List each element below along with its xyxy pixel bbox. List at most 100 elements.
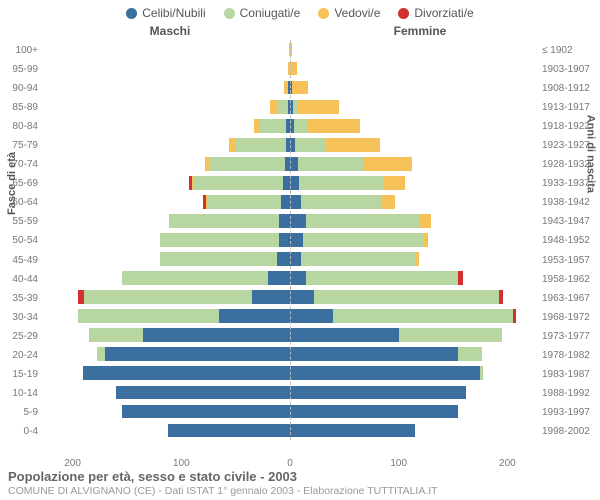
legend-label: Divorziati/e (414, 6, 473, 20)
footer-subtitle: COMUNE DI ALVIGNANO (CE) - Dati ISTAT 1°… (8, 485, 438, 497)
age-tick: 100+ (2, 41, 38, 60)
age-tick: 75-79 (2, 136, 38, 155)
center-axis (290, 40, 291, 440)
age-tick: 45-49 (2, 251, 38, 270)
age-tick: 50-54 (2, 231, 38, 250)
seg-c (290, 214, 306, 228)
male-bar (40, 81, 290, 95)
year-tick: 1978-1982 (542, 346, 598, 365)
year-tick: ≤ 1902 (542, 41, 598, 60)
age-tick: 80-84 (2, 117, 38, 136)
seg-g (207, 195, 281, 209)
seg-c (279, 214, 290, 228)
seg-c (290, 347, 458, 361)
x-tick: 100 (173, 458, 190, 469)
year-tick: 1953-1957 (542, 251, 598, 270)
legend-label: Vedovi/e (334, 6, 380, 20)
male-bar (40, 157, 290, 171)
seg-g (235, 138, 286, 152)
seg-d (513, 309, 516, 323)
seg-g (458, 347, 482, 361)
female-bar (290, 386, 540, 400)
seg-c (290, 290, 314, 304)
seg-g (480, 366, 483, 380)
year-tick: 1998-2002 (542, 422, 598, 441)
male-bar (40, 386, 290, 400)
x-tick: 100 (390, 458, 407, 469)
seg-g (170, 214, 279, 228)
year-tick: 1993-1997 (542, 403, 598, 422)
legend-item: Divorziati/e (398, 6, 473, 20)
female-bar (290, 100, 540, 114)
column-headers: Maschi Femmine (0, 24, 600, 38)
population-pyramid: Celibi/Nubili Coniugati/e Vedovi/e Divorzia… (0, 0, 600, 500)
seg-c (277, 252, 290, 266)
male-bar (40, 43, 290, 57)
seg-c (290, 309, 333, 323)
male-bar (40, 195, 290, 209)
legend-swatch (224, 8, 235, 19)
age-tick: 20-24 (2, 346, 38, 365)
plot-area (40, 40, 540, 440)
legend-swatch (126, 8, 137, 19)
age-tick-labels: 100+95-9990-9485-8980-8475-7970-7465-696… (2, 41, 38, 441)
age-tick: 60-64 (2, 193, 38, 212)
age-tick: 25-29 (2, 327, 38, 346)
year-tick: 1963-1967 (542, 289, 598, 308)
seg-c (290, 366, 480, 380)
seg-c (219, 309, 290, 323)
seg-g (89, 328, 143, 342)
seg-v (383, 176, 405, 190)
seg-v (298, 100, 339, 114)
seg-v (423, 233, 428, 247)
chart-footer: Popolazione per età, sesso e stato civil… (8, 469, 438, 497)
male-bar (40, 214, 290, 228)
seg-g (294, 119, 307, 133)
age-tick: 5-9 (2, 403, 38, 422)
male-bar (40, 271, 290, 285)
legend-swatch (318, 8, 329, 19)
seg-c (290, 176, 299, 190)
seg-g (301, 195, 383, 209)
seg-g (122, 271, 269, 285)
seg-c (252, 290, 290, 304)
seg-g (306, 214, 420, 228)
seg-c (279, 233, 290, 247)
legend-label: Coniugati/e (240, 6, 301, 20)
seg-v (307, 119, 359, 133)
year-tick: 1948-1952 (542, 231, 598, 250)
seg-c (122, 405, 290, 419)
year-tick: 1938-1942 (542, 193, 598, 212)
year-tick: 1923-1927 (542, 136, 598, 155)
seg-g (97, 347, 106, 361)
seg-g (160, 252, 277, 266)
seg-g (84, 290, 252, 304)
seg-c (290, 233, 303, 247)
x-tick: 200 (499, 458, 516, 469)
year-tick: 1933-1937 (542, 174, 598, 193)
seg-g (399, 328, 502, 342)
seg-g (209, 157, 285, 171)
male-bar (40, 424, 290, 438)
male-bar (40, 405, 290, 419)
seg-g (314, 290, 499, 304)
seg-c (268, 271, 290, 285)
seg-g (298, 157, 363, 171)
male-bar (40, 62, 290, 76)
age-tick: 0-4 (2, 422, 38, 441)
seg-v (382, 195, 395, 209)
seg-c (143, 328, 290, 342)
legend-label: Celibi/Nubili (142, 6, 205, 20)
seg-v (326, 138, 380, 152)
age-tick: 95-99 (2, 60, 38, 79)
age-tick: 90-94 (2, 79, 38, 98)
year-tick: 1918-1922 (542, 117, 598, 136)
age-tick: 10-14 (2, 384, 38, 403)
female-bar (290, 119, 540, 133)
seg-c (290, 424, 415, 438)
seg-c (290, 386, 466, 400)
female-bar (290, 290, 540, 304)
seg-c (83, 366, 290, 380)
male-bar (40, 309, 290, 323)
age-tick: 55-59 (2, 212, 38, 231)
